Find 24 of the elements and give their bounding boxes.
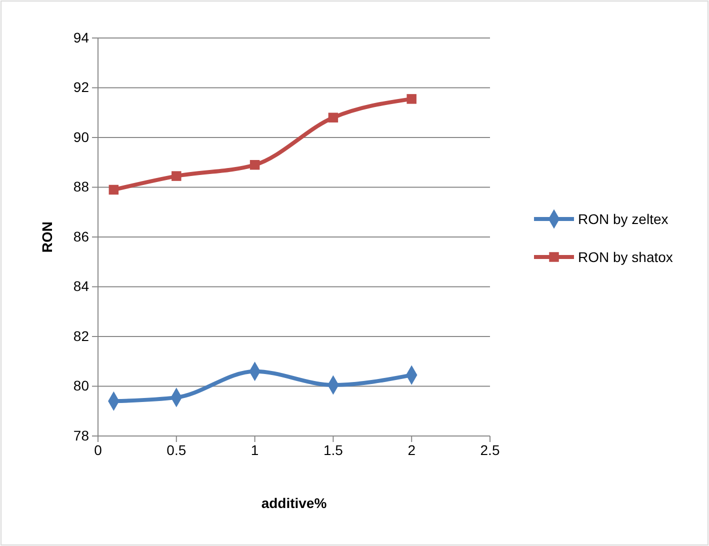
legend-label: RON by shatox (578, 249, 673, 265)
point (172, 171, 182, 181)
x-tick-label: 2 (408, 442, 416, 458)
x-tick-label: 0.5 (166, 442, 186, 458)
y-tick-label: 82 (73, 328, 90, 344)
y-tick-label: 88 (73, 178, 90, 195)
x-tick-label: 1 (250, 442, 259, 458)
x-tick-label: 2.5 (480, 442, 500, 458)
y-tick-label: 84 (73, 278, 90, 294)
point (328, 112, 338, 122)
y-tick-label: 94 (73, 29, 90, 46)
y-tick-label: 90 (73, 128, 90, 145)
y-tick-label: 80 (73, 378, 90, 394)
point (406, 94, 416, 104)
point (108, 184, 119, 195)
x-axis-title: additive% (261, 495, 328, 511)
x-tick-label: 0 (94, 442, 102, 458)
y-tick-label: 78 (73, 427, 90, 444)
y-tick-label: 92 (73, 79, 90, 96)
x-tick-label: 1.5 (323, 442, 344, 458)
y-axis-title: RON (39, 221, 55, 253)
point (250, 160, 260, 170)
legend-label: RON by zeltex (578, 211, 668, 227)
y-tick-label: 86 (73, 228, 90, 244)
